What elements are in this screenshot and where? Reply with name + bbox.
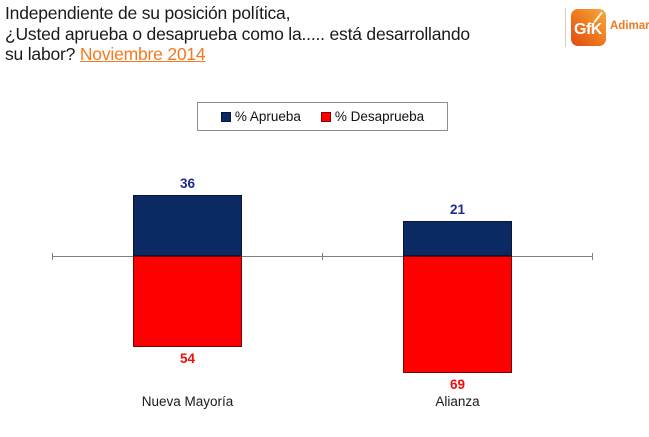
date-link[interactable]: Noviembre 2014 — [79, 44, 206, 64]
axis-tick — [592, 253, 593, 260]
value-label-aprueba-alianza: 21 — [449, 202, 466, 217]
adimark-logo-text: Adimark — [610, 20, 649, 32]
value-label-desaprueba-nueva-mayoria: 54 — [179, 351, 196, 366]
legend-swatch--aprueba — [220, 111, 231, 122]
title-line-1: Independiente de su posición política, — [5, 3, 291, 23]
title-line-3: su labor? Noviembre 2014 — [5, 44, 560, 65]
axis-tick — [52, 253, 53, 260]
gfk-logo-icon: GfK — [571, 9, 606, 46]
gfk-logo-text: GfK — [574, 21, 602, 38]
value-label-desaprueba-alianza: 69 — [449, 377, 466, 392]
category-label-nueva-mayoria: Nueva Mayoría — [141, 394, 234, 409]
axis-tick — [322, 253, 323, 260]
bar-alianza-desaprueba — [403, 256, 512, 373]
title-line-2: ¿Usted aprueba o desaprueba como la.....… — [5, 23, 470, 44]
bar-alianza-aprueba — [403, 221, 512, 256]
legend-label: % Desaprueba — [334, 109, 425, 124]
legend-swatch--desaprueba — [320, 111, 331, 122]
bar-nueva-mayoria-aprueba — [133, 195, 242, 256]
legend-label: % Aprueba — [234, 109, 301, 124]
category-label-alianza: Alianza — [435, 394, 480, 409]
logo-divider — [565, 8, 566, 47]
bar-nueva-mayoria-desaprueba — [133, 256, 242, 347]
value-label-aprueba-nueva-mayoria: 36 — [179, 176, 196, 191]
chart-legend: % Aprueba % Desaprueba — [197, 102, 448, 131]
legend-item--desaprueba: % Desaprueba — [320, 109, 425, 124]
legend-item--aprueba: % Aprueba — [220, 109, 301, 124]
question-title: Independiente de su posición política, ¿… — [5, 3, 560, 65]
title-line-3-prefix: su labor? — [5, 44, 80, 64]
